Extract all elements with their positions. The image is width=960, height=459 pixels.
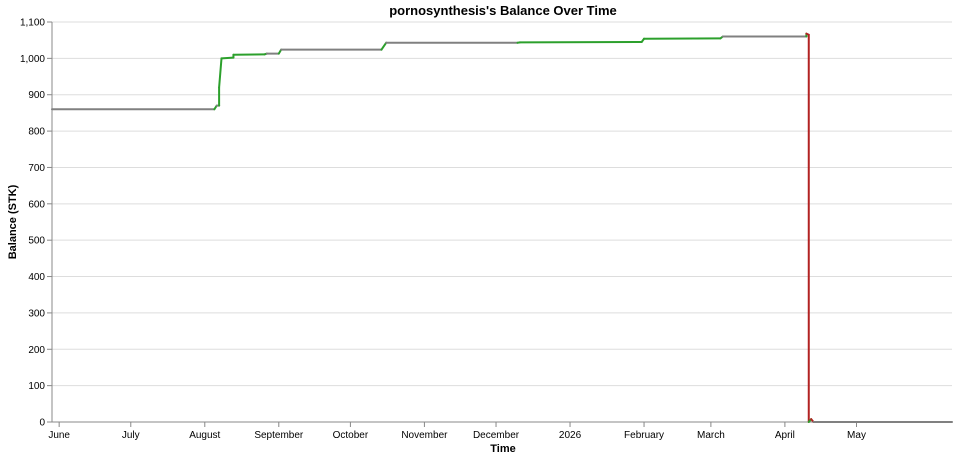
y-tick-label: 100	[28, 381, 45, 392]
x-tick-label: April	[775, 430, 795, 441]
y-axis-title: Balance (STK)	[7, 184, 19, 259]
y-tick-label: 200	[28, 345, 45, 356]
balance-line-segment	[380, 41, 388, 51]
balance-line-segment	[220, 56, 235, 60]
x-tick-label: July	[122, 430, 140, 441]
x-axis-title: Time	[490, 443, 515, 455]
x-tick-label: November	[401, 430, 448, 441]
y-axis: 0 100 200 300 400 500 600 700 800 900 1,000 1,100	[20, 18, 53, 429]
gridlines	[52, 21, 952, 387]
y-tick-label: 1,000	[20, 54, 45, 65]
balance-line-segment	[218, 57, 223, 89]
y-tick-label: 900	[28, 90, 45, 101]
x-tick-label: 2026	[559, 430, 582, 441]
x-tick-label: May	[847, 430, 866, 441]
y-tick-label: 0	[39, 418, 45, 429]
y-tick-label: 700	[28, 163, 45, 174]
x-tick-label: October	[333, 430, 369, 441]
x-tick-label: February	[624, 430, 664, 441]
x-tick-label: December	[473, 430, 520, 441]
y-tick-label: 600	[28, 199, 45, 210]
y-tick-label: 300	[28, 308, 45, 319]
x-tick-label: August	[189, 430, 220, 441]
y-tick-label: 400	[28, 272, 45, 283]
y-tick-label: 800	[28, 127, 45, 138]
y-tick-label: 500	[28, 236, 45, 247]
x-axis: June July August September October November De…	[48, 421, 952, 441]
y-tick-label: 1,100	[20, 18, 45, 29]
balance-series	[51, 32, 953, 423]
x-tick-label: March	[697, 430, 725, 441]
x-tick-label: June	[48, 430, 70, 441]
chart-title: pornosynthesis's Balance Over Time	[389, 3, 617, 18]
x-tick-label: September	[254, 430, 304, 441]
